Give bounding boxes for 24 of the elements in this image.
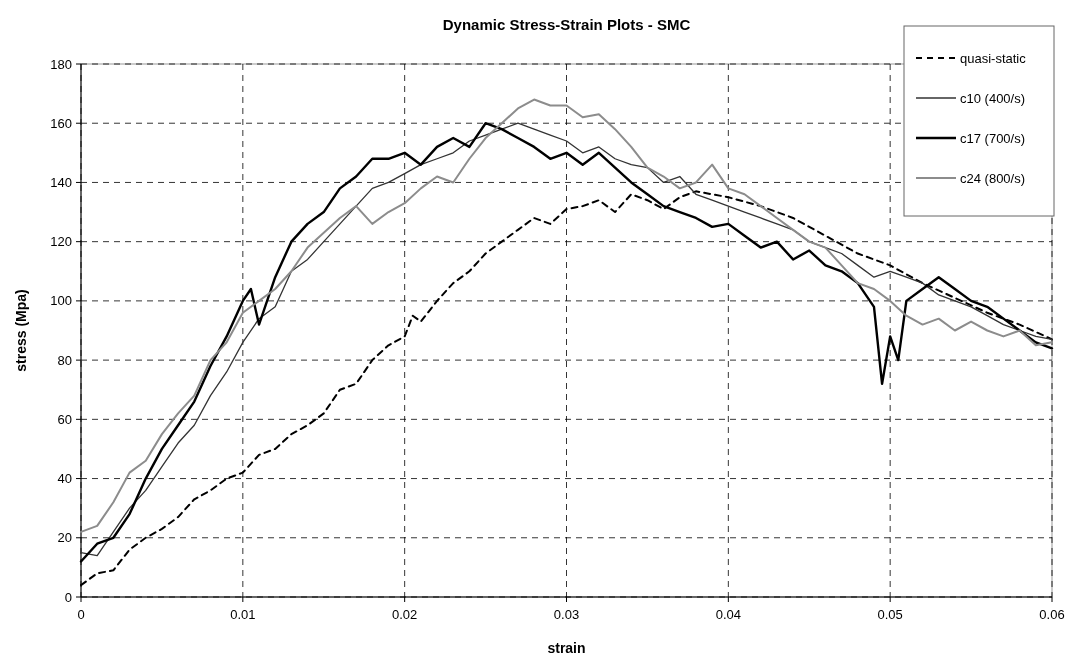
x-tick-label: 0.03 bbox=[553, 607, 580, 622]
chart-title: Dynamic Stress-Strain Plots - SMC bbox=[442, 16, 691, 33]
y-axis-title: stress (Mpa) bbox=[13, 289, 29, 372]
y-tick-label: 80 bbox=[57, 352, 72, 368]
y-tick-label: 20 bbox=[57, 530, 72, 546]
y-tick-label: 60 bbox=[57, 411, 72, 427]
y-tick-label: 100 bbox=[50, 293, 72, 309]
legend-label: c24 (800/s) bbox=[960, 171, 1026, 186]
x-tick-label: 0.06 bbox=[1039, 607, 1065, 622]
x-tick-label: 0.04 bbox=[715, 607, 741, 622]
legend-label: quasi-static bbox=[960, 51, 1027, 66]
x-axis-title: strain bbox=[547, 640, 586, 656]
y-tick-label: 40 bbox=[57, 471, 72, 487]
x-tick-label: 0.01 bbox=[230, 607, 256, 622]
x-tick-label: 0.05 bbox=[877, 607, 903, 622]
legend-label: c10 (400/s) bbox=[960, 91, 1026, 106]
y-tick-label: 160 bbox=[50, 115, 72, 131]
y-tick-label: 120 bbox=[50, 234, 72, 250]
y-tick-label: 180 bbox=[50, 56, 72, 72]
x-tick-label: 0 bbox=[77, 607, 85, 622]
y-tick-label: 0 bbox=[64, 589, 72, 605]
y-tick-label: 140 bbox=[50, 174, 72, 190]
legend-label: c17 (700/s) bbox=[960, 131, 1026, 146]
x-tick-label: 0.02 bbox=[392, 607, 418, 622]
